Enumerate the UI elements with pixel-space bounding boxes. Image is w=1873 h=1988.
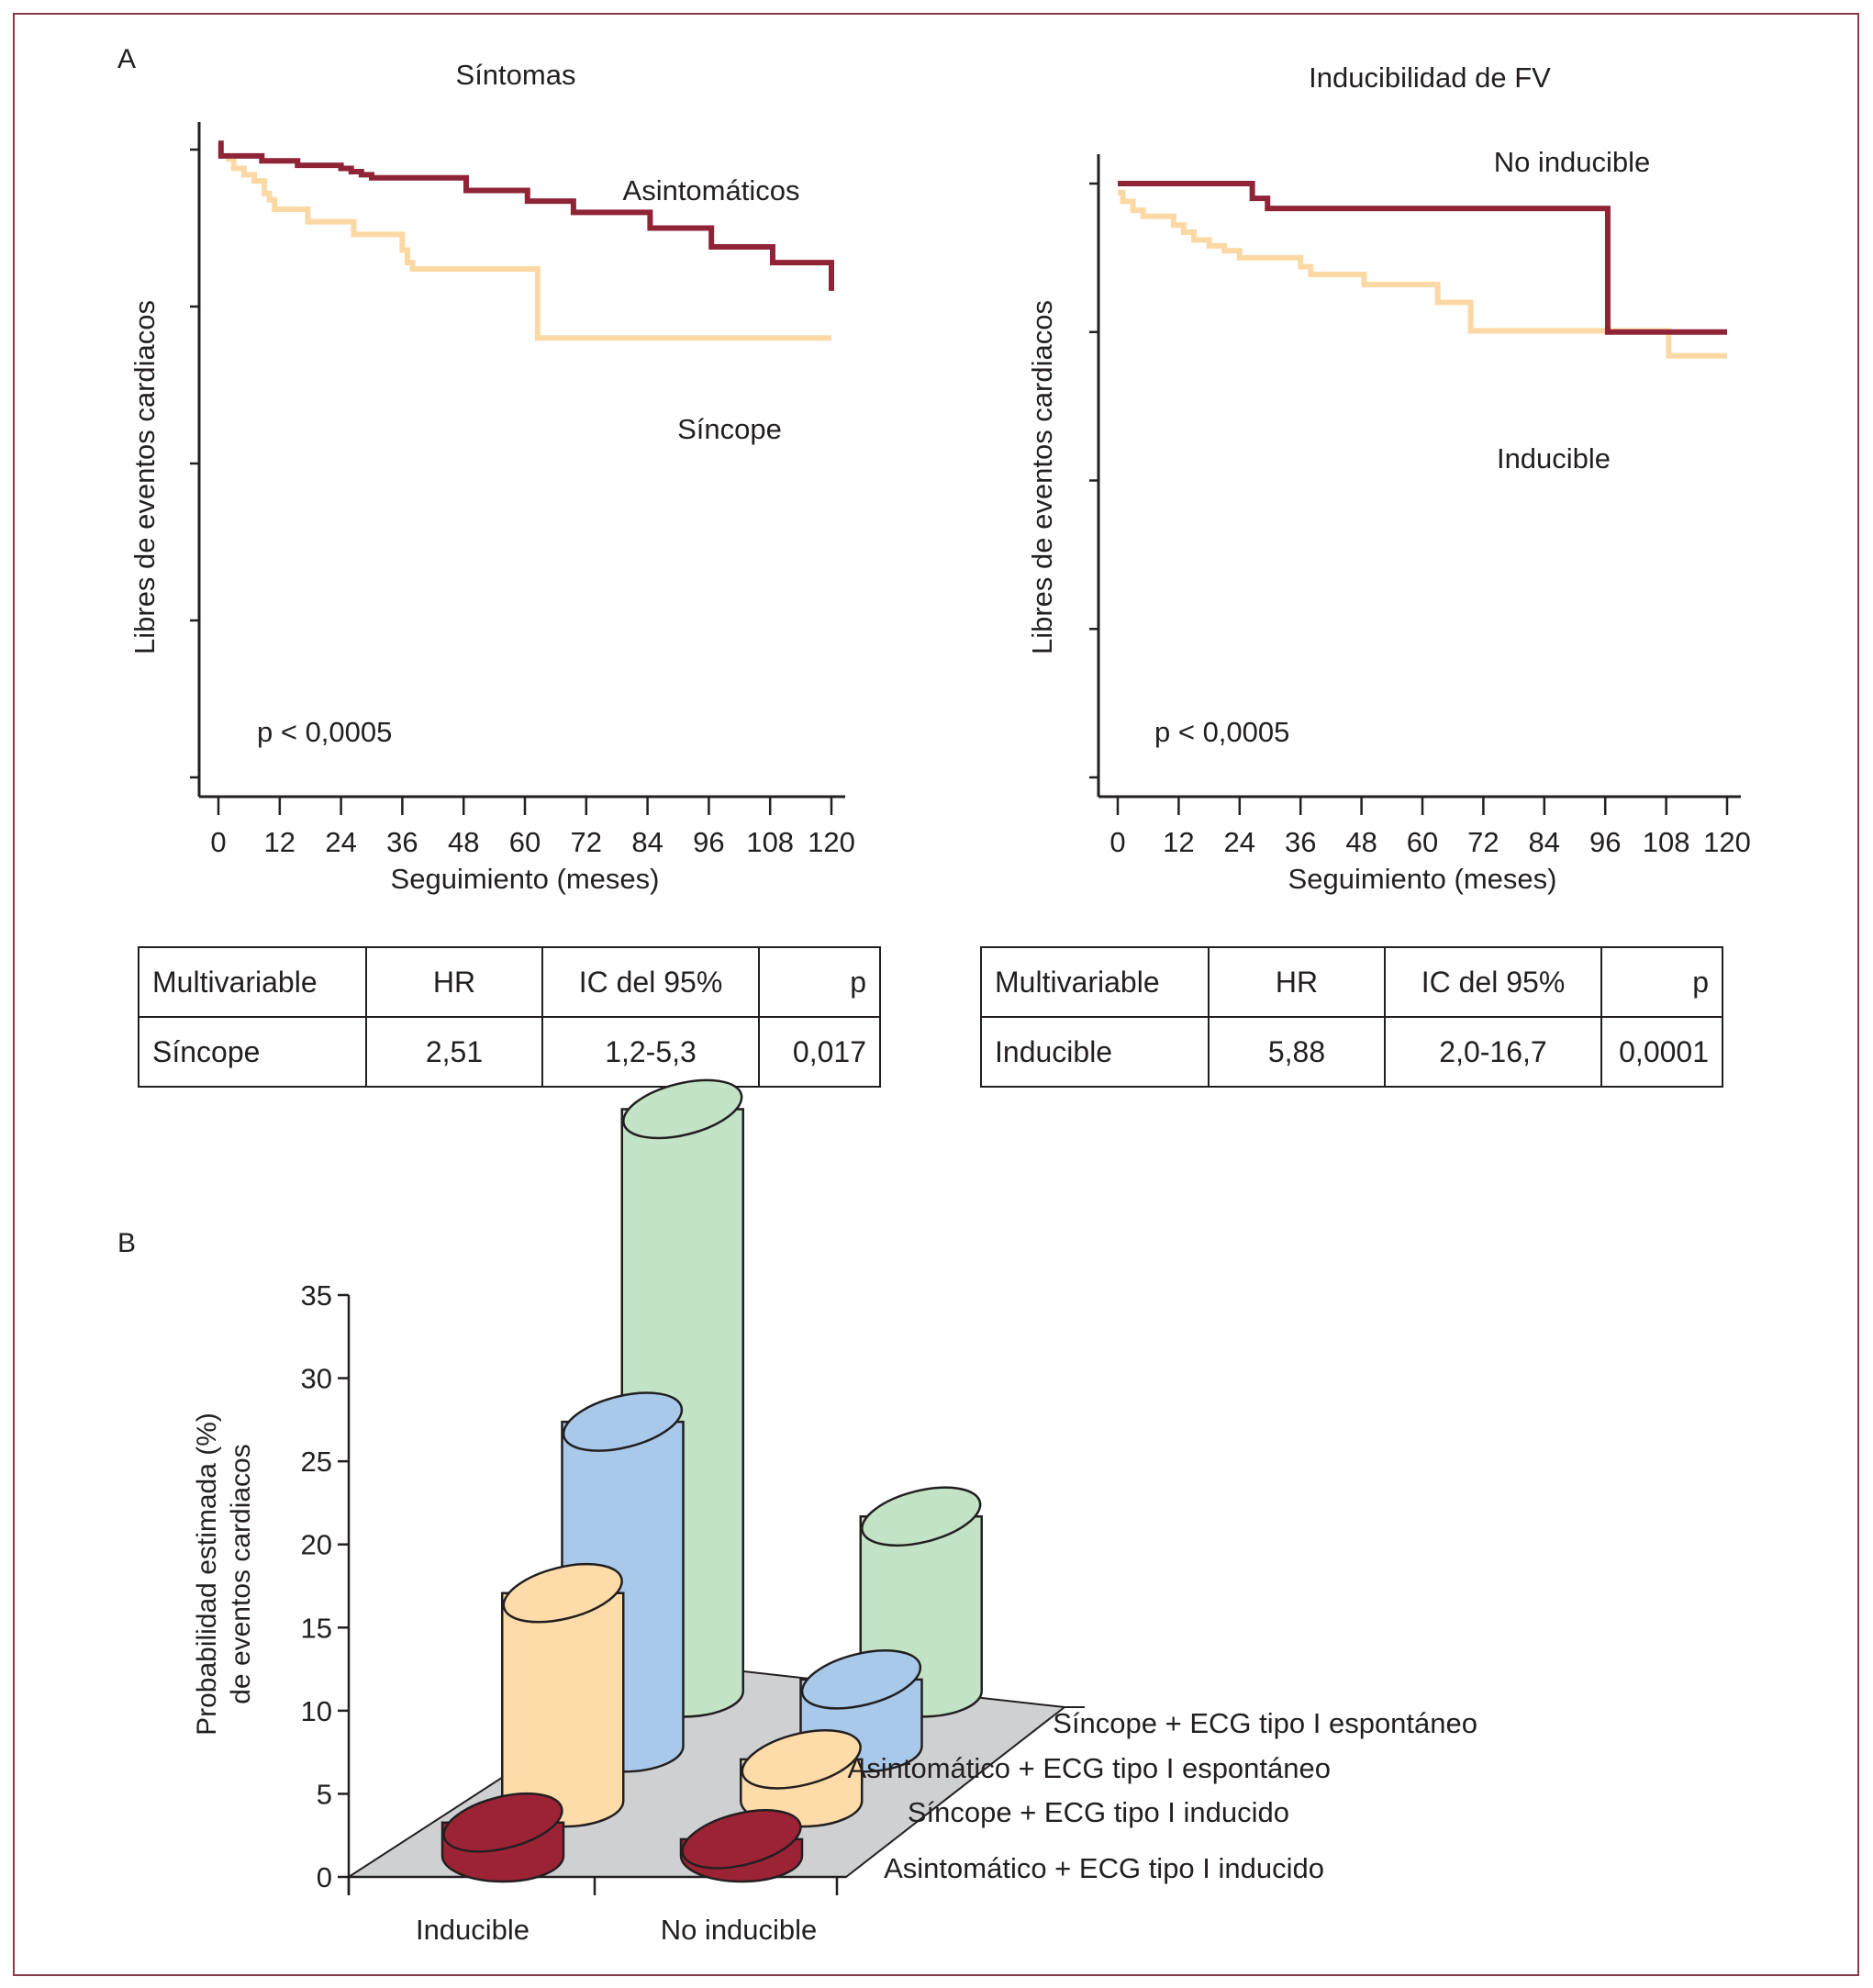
table-cell: Inducible — [980, 1016, 1210, 1088]
p-value-annotation: p < 0,0005 — [257, 716, 392, 748]
chart-title: Inducibilidad de FV — [1309, 61, 1551, 94]
x-tick-label: 12 — [264, 826, 295, 858]
table-header-row: Multivariable HR IC del 95% p — [980, 946, 1723, 1018]
table-header-cell: IC del 95% — [541, 946, 760, 1018]
table-header-cell: Multivariable — [138, 946, 367, 1018]
table-header-cell: Multivariable — [980, 946, 1210, 1018]
p-value-annotation: p < 0,0005 — [1154, 716, 1289, 748]
km-curve-inducible — [1118, 189, 1727, 359]
km-chart-1: Síntomas 0 12 24 36 48 60 72 84 96 108 120 Seguimien… — [128, 59, 855, 895]
table-cell: 5,88 — [1208, 1016, 1386, 1088]
table-cell: 2,51 — [365, 1016, 543, 1088]
panel-a-label: A — [117, 44, 137, 74]
x-axis-label: Seguimiento (meses) — [1288, 863, 1557, 895]
chart-title: Síntomas — [456, 59, 576, 91]
x-tick-label: 96 — [1589, 826, 1621, 858]
km-curve-síncope — [218, 152, 831, 341]
y-axis-label: Libres de eventos cardiacos — [1026, 300, 1058, 654]
y-axis-label: Libres de eventos cardiacos — [128, 300, 161, 654]
x-tick-label: 24 — [1224, 826, 1255, 858]
x-tick-label: 12 — [1163, 826, 1194, 858]
x-tick-label: 36 — [386, 826, 418, 858]
table-cell: 0,017 — [758, 1016, 881, 1088]
x-tick-label: 84 — [1529, 826, 1560, 858]
panel-b-label: B — [117, 1228, 137, 1258]
x-tick-label: 120 — [808, 826, 855, 858]
km-chart-2: Inducibilidad de FV 0 12 24 36 48 60 72 84 96 108 1… — [1026, 61, 1751, 895]
x-tick-label: 0 — [1109, 826, 1125, 858]
multivariable-table-symptoms: Multivariable HR IC del 95% p Síncope 2,… — [138, 946, 881, 1088]
table-header-cell: p — [1600, 946, 1723, 1018]
x-tick-label: 108 — [1643, 826, 1690, 858]
x-axis-label: Seguimiento (meses) — [391, 863, 660, 895]
x-tick-label: 120 — [1703, 826, 1751, 858]
table-header-cell: HR — [365, 946, 543, 1018]
series-label: Síncope — [677, 413, 782, 445]
table-header-cell: IC del 95% — [1384, 946, 1602, 1018]
x-tick-label: 96 — [693, 826, 724, 858]
series-label: Inducible — [1497, 442, 1611, 475]
x-tick-label: 72 — [571, 826, 602, 858]
km-curve-asintomáticos — [217, 140, 834, 291]
table-row: Síncope 2,51 1,2-5,3 0,017 — [138, 1016, 881, 1088]
table-cell: 2,0-16,7 — [1384, 1016, 1602, 1088]
x-tick-label: 36 — [1285, 826, 1316, 858]
series-label: No inducible — [1494, 146, 1651, 178]
table-header-row: Multivariable HR IC del 95% p — [138, 946, 881, 1018]
table-header-cell: p — [758, 946, 881, 1018]
x-tick-label: 60 — [1407, 826, 1438, 858]
table-header-cell: HR — [1208, 946, 1386, 1018]
table-cell: 1,2-5,3 — [541, 1016, 760, 1088]
x-tick-label: 48 — [448, 826, 479, 858]
figure-frame — [13, 13, 1859, 1976]
table-cell: Síncope — [138, 1016, 367, 1088]
table-cell: 0,0001 — [1600, 1016, 1723, 1088]
series-label: Asintomáticos — [623, 174, 800, 207]
km-curve-no-inducible — [1118, 181, 1727, 335]
x-tick-label: 48 — [1345, 826, 1377, 858]
x-tick-label: 84 — [631, 826, 663, 858]
x-tick-label: 108 — [746, 826, 794, 858]
x-tick-label: 72 — [1467, 826, 1499, 858]
x-tick-label: 60 — [509, 826, 541, 858]
x-tick-label: 24 — [325, 826, 356, 858]
multivariable-table-inducibility: Multivariable HR IC del 95% p Inducible … — [980, 946, 1723, 1088]
table-row: Inducible 5,88 2,0-16,7 0,0001 — [980, 1016, 1723, 1088]
x-tick-label: 0 — [210, 826, 226, 858]
